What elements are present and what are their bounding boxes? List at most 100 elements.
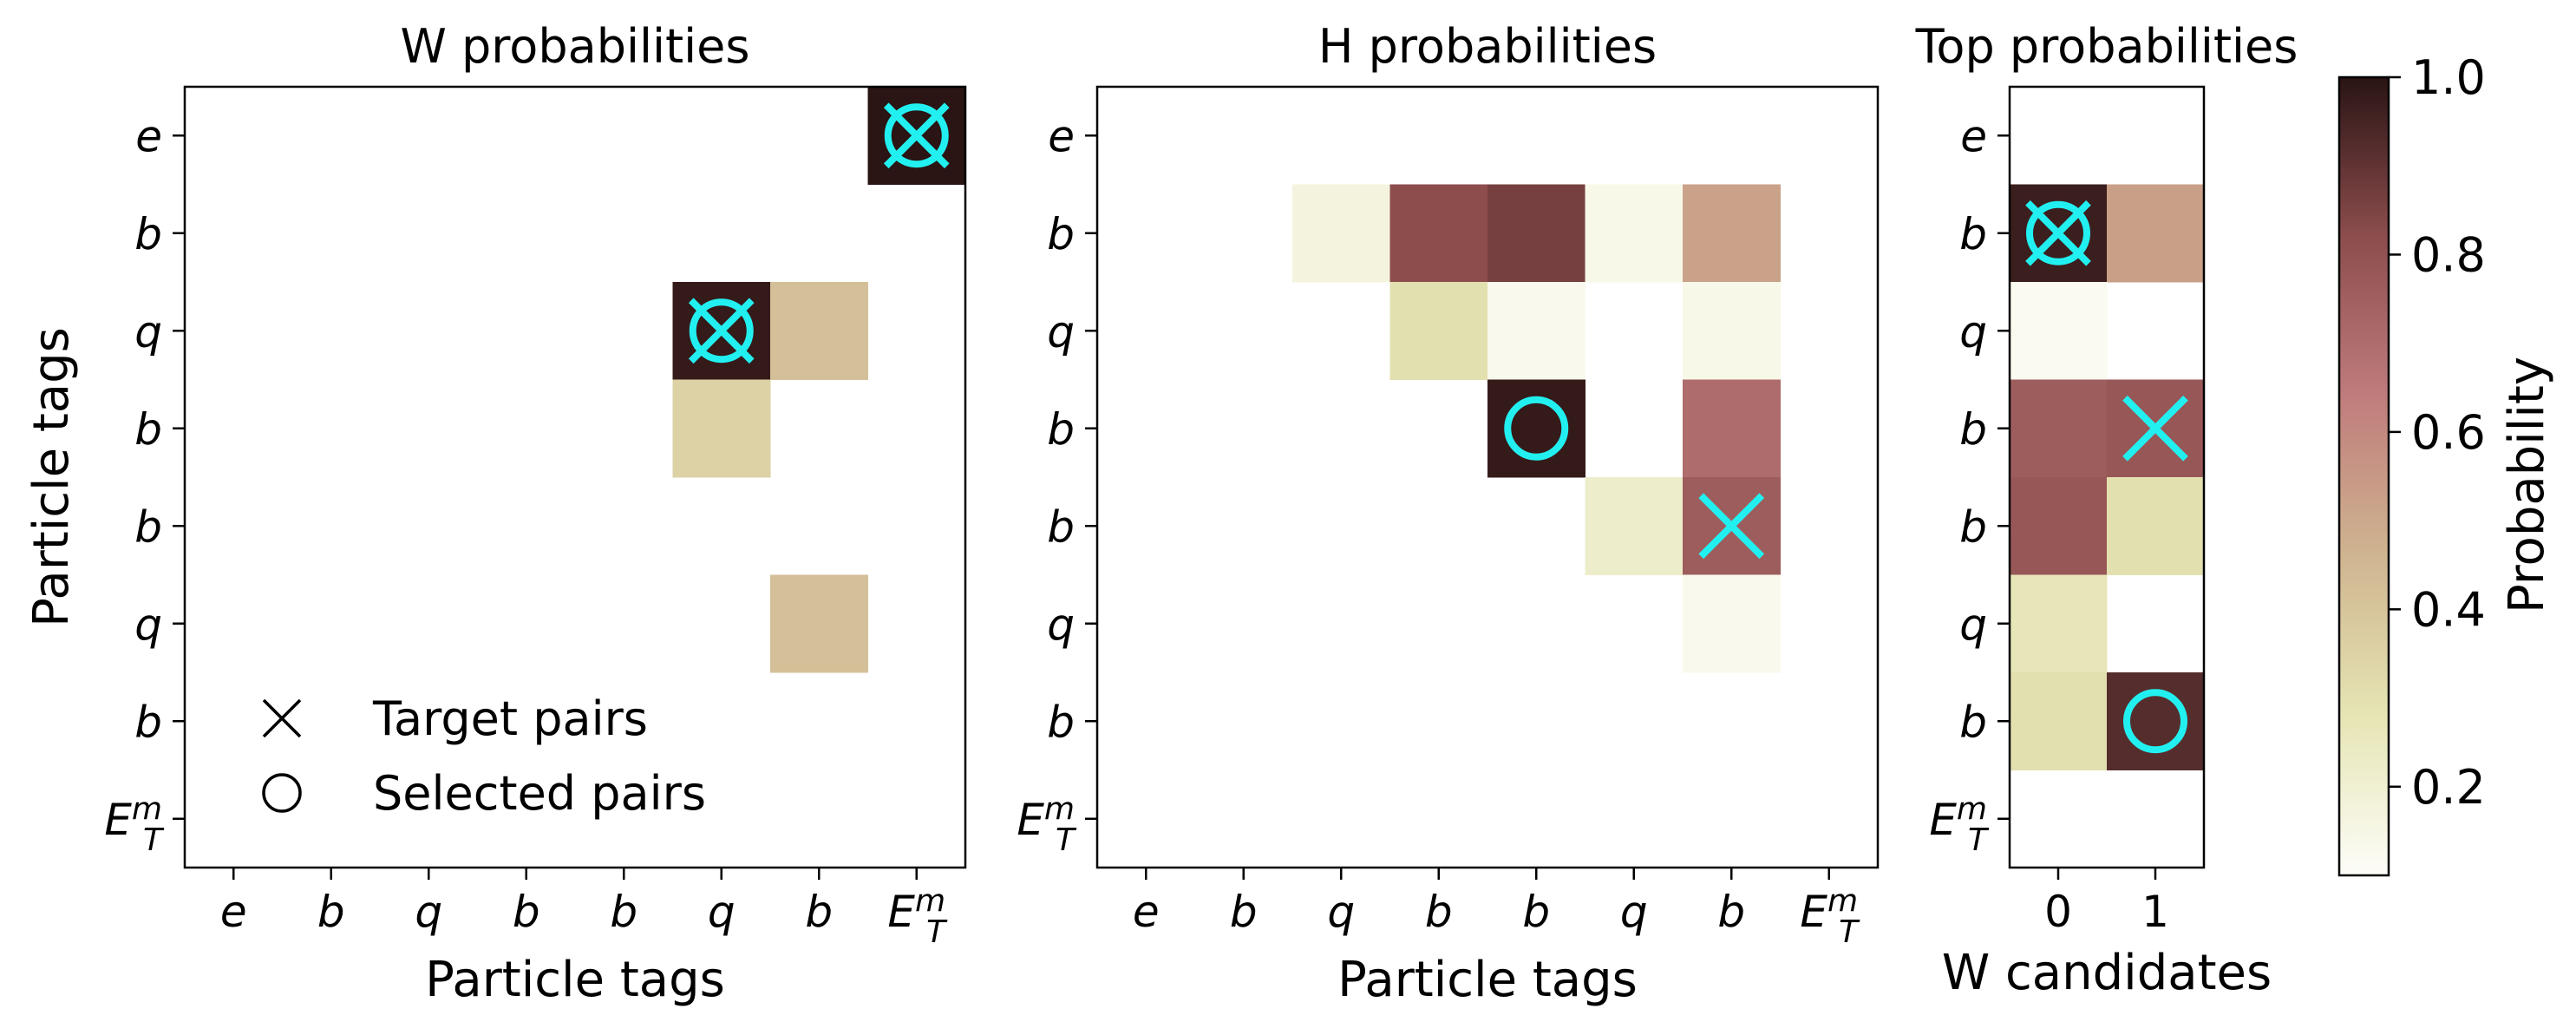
- y-tick-label: b: [1959, 404, 1987, 455]
- target-pair-marker: [2025, 200, 2091, 266]
- legend-x-marker: [262, 698, 302, 738]
- x-tick-label: q: [1620, 887, 1648, 937]
- heatmap-cell: [1389, 282, 1488, 380]
- y-tick-label: q: [134, 306, 162, 357]
- x-tick-label: Em T: [887, 883, 948, 950]
- colorbar: 0.2 0.4 0.6 0.8 1.0 Probability: [2337, 50, 2555, 877]
- plot-frame: [183, 85, 967, 869]
- heatmap-cell: [1683, 282, 1781, 380]
- y-tick-label: q: [1047, 306, 1075, 357]
- x-axis-label: W candidates: [1942, 945, 2272, 1001]
- heatmap-cell: [1487, 184, 1585, 283]
- x-tick-label: b: [1425, 887, 1453, 937]
- colorbar-tick-label: 0.2: [2411, 760, 2486, 815]
- heatmap-cell: [2107, 672, 2205, 770]
- heatmap-cell: [1585, 477, 1684, 575]
- y-tick-label: e: [135, 111, 162, 161]
- x-tick-label: b: [1230, 887, 1258, 937]
- heatmap-cell: [2010, 574, 2108, 673]
- y-tick-label: b: [1047, 501, 1075, 552]
- selected-pair-marker: [884, 103, 949, 168]
- y-tick-label: Em T: [1017, 791, 1077, 858]
- selected-pair-marker: [2026, 200, 2090, 265]
- x-tick-label: b: [610, 887, 637, 937]
- colorbar-tick-label: 0.4: [2411, 582, 2486, 637]
- x-tick-label: Em T: [1800, 883, 1860, 950]
- legend-label: Target pairs: [372, 691, 648, 746]
- selected-pair-marker: [1504, 396, 1569, 461]
- target-pair-marker: [1698, 493, 1765, 560]
- x-tick-label: b: [1522, 887, 1550, 937]
- x-tick-label: b: [805, 887, 833, 937]
- panel-title: W probabilities: [400, 19, 749, 74]
- y-tick-label: b: [1959, 697, 1987, 747]
- colorbar-tick-label: 1.0: [2411, 50, 2486, 105]
- heatmap-cell: [2010, 477, 2108, 575]
- x-tick-label: b: [1717, 887, 1745, 937]
- heatmap-cell: [2107, 184, 2205, 283]
- y-tick-label: q: [1047, 599, 1075, 650]
- y-tick-label: b: [134, 209, 162, 259]
- x-tick-label: e: [1133, 887, 1160, 937]
- heatmap-cell: [1292, 184, 1390, 283]
- plot-frame: [2008, 85, 2206, 869]
- y-tick-label: b: [134, 501, 162, 552]
- plot-frame: [1095, 85, 1880, 869]
- y-tick-label: e: [1048, 111, 1075, 161]
- heatmap-cell: [1487, 379, 1585, 478]
- heatmap-cell: [2107, 477, 2205, 575]
- x-tick-label: e: [220, 887, 247, 937]
- x-tick-label: b: [317, 887, 345, 937]
- y-tick-label: q: [134, 599, 162, 650]
- target-pair-marker: [688, 298, 755, 364]
- target-pair-marker: [2122, 395, 2188, 462]
- heatmap-cell: [1389, 184, 1488, 283]
- x-tick-label: q: [708, 887, 736, 937]
- heatmap-cell: [2010, 672, 2108, 770]
- x-tick-label: 1: [2141, 887, 2169, 937]
- legend-o-marker: [262, 773, 302, 813]
- y-tick-label: q: [1959, 599, 1987, 650]
- heatmap-cell: [672, 379, 771, 478]
- colorbar-label: Probability: [2499, 357, 2555, 613]
- colorbar-frame: [2337, 75, 2390, 877]
- heatmap-cell: [1683, 184, 1781, 283]
- y-tick-label: e: [1960, 111, 1987, 161]
- y-tick-label: q: [1959, 306, 1987, 357]
- x-tick-label: 0: [2044, 887, 2072, 937]
- selected-pair-marker: [689, 298, 754, 364]
- y-tick-label: Em T: [1929, 791, 1990, 858]
- x-tick-label: q: [1327, 887, 1355, 937]
- y-tick-label: b: [1047, 209, 1075, 259]
- x-tick-label: b: [513, 887, 540, 937]
- heatmap-cell: [1585, 184, 1684, 283]
- heatmap-cell: [1683, 379, 1781, 478]
- target-pair-marker: [883, 102, 950, 169]
- x-axis-label: Particle tags: [425, 952, 725, 1008]
- y-tick-label: b: [134, 697, 162, 747]
- colorbar-tick-label: 0.6: [2411, 405, 2486, 460]
- heatmap-cell: [770, 282, 868, 380]
- heatmap-cell: [2010, 282, 2108, 380]
- heatmap-cell: [770, 574, 868, 673]
- legend-label: Selected pairs: [373, 766, 706, 821]
- y-tick-label: b: [1047, 697, 1075, 747]
- y-tick-label: b: [1047, 404, 1075, 455]
- y-axis-label: Particle tags: [23, 327, 80, 627]
- colorbar-gradient: [2339, 77, 2389, 875]
- x-tick-label: q: [415, 887, 442, 937]
- y-tick-label: b: [1959, 209, 1987, 259]
- heatmap-cell: [1683, 574, 1781, 673]
- x-axis-label: Particle tags: [1337, 952, 1638, 1008]
- panel-title: H probabilities: [1318, 19, 1657, 74]
- panel-title: Top probabilities: [1915, 19, 2298, 74]
- y-tick-label: Em T: [104, 791, 165, 858]
- y-tick-label: b: [134, 404, 162, 455]
- y-tick-label: b: [1959, 501, 1987, 552]
- heatmap-cell: [1487, 282, 1585, 380]
- selected-pair-marker: [2123, 689, 2187, 754]
